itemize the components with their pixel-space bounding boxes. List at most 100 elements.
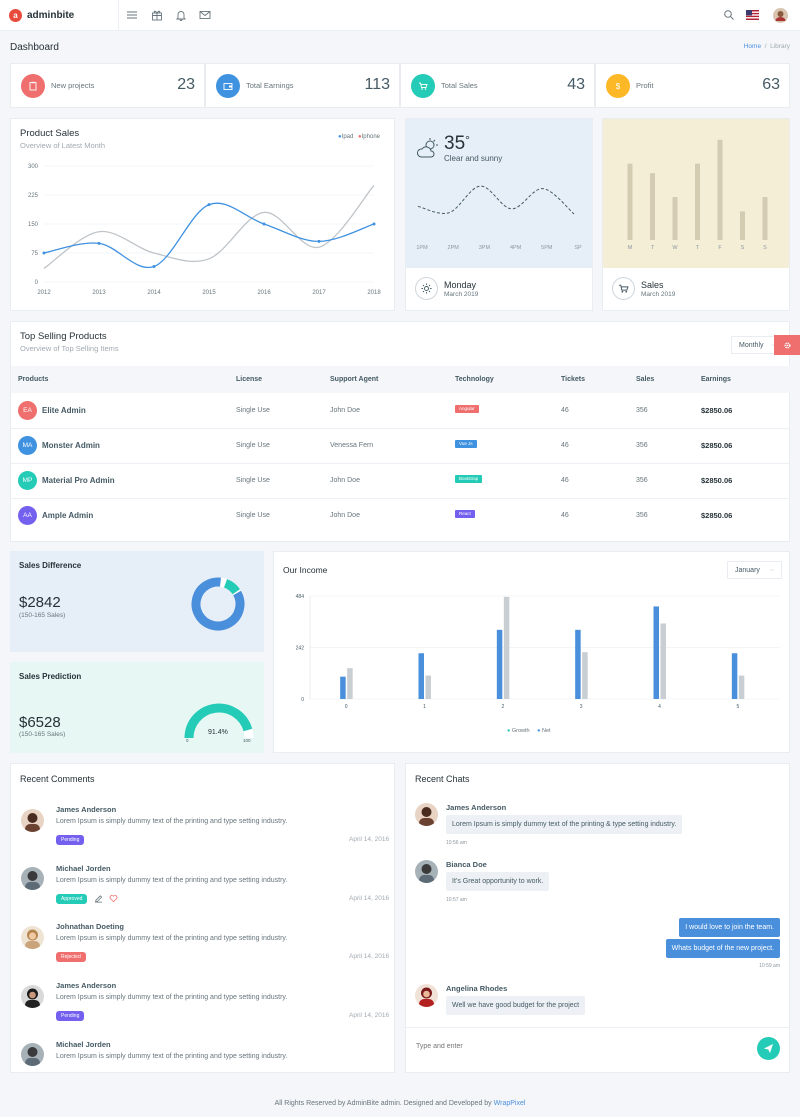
chat-message: Lorem Ipsum is simply dummy text of the … xyxy=(446,815,683,834)
tickets: 46 xyxy=(561,477,569,484)
col-support-agent[interactable]: Support Agent xyxy=(330,376,379,383)
row-divider xyxy=(11,463,790,464)
commenter-name[interactable]: Johnathan Doeting xyxy=(56,922,124,931)
weather-card: 35° Clear and sunny 1PM 2PM 3PM 4PM 5PM SP Mo… xyxy=(405,118,593,311)
x-tick-label: 2012 xyxy=(37,290,51,296)
mail-icon[interactable] xyxy=(199,9,211,21)
product-avatar: AA xyxy=(18,506,37,525)
product-name[interactable]: Material Pro Admin xyxy=(42,476,115,485)
tickets: 46 xyxy=(561,407,569,414)
gauge-max: 100 xyxy=(243,738,251,743)
menu-icon[interactable] xyxy=(126,9,138,21)
commenter-name[interactable]: Michael Jorden xyxy=(56,864,111,873)
us-flag-icon[interactable] xyxy=(746,10,759,20)
support-agent: John Doe xyxy=(330,407,360,414)
stat-label: New projects xyxy=(51,81,95,90)
time-label: 3PM xyxy=(479,245,491,251)
chat-message: Well we have good budget for the project xyxy=(446,996,586,1015)
chat-sender: Angelina Rhodes xyxy=(446,984,508,993)
comment-text: Lorem Ipsum is simply dummy text of the … xyxy=(56,994,288,1001)
commenter-name[interactable]: James Anderson xyxy=(56,981,117,990)
tech-badge: React xyxy=(455,510,475,518)
commenter-avatar xyxy=(21,985,44,1008)
sales-difference-card: Sales Difference $2842 (150-165 Sales) xyxy=(10,551,264,652)
sales-date: March 2019 xyxy=(641,291,676,298)
settings-gear-button[interactable] xyxy=(774,335,800,355)
weather-chart: 1PM 2PM 3PM 4PM 5PM SP xyxy=(416,185,582,251)
col-earnings[interactable]: Earnings xyxy=(701,376,731,383)
status-badge: Pending xyxy=(56,835,85,845)
sales: 356 xyxy=(636,512,648,519)
x-tick-label: 2014 xyxy=(147,290,161,296)
gift-icon[interactable] xyxy=(151,9,163,21)
commenter-avatar xyxy=(21,926,44,949)
data-point xyxy=(372,222,376,226)
search-icon[interactable] xyxy=(723,9,735,21)
weather-date: March 2019 xyxy=(444,291,479,298)
day-label: T xyxy=(651,245,655,251)
comment-text: Lorem Ipsum is simply dummy text of the … xyxy=(56,877,288,884)
col-products[interactable]: Products xyxy=(18,376,49,383)
x-tick-label: 3 xyxy=(580,704,583,710)
sun-icon xyxy=(415,277,438,300)
row-divider xyxy=(11,498,790,499)
bell-icon[interactable] xyxy=(175,9,187,21)
income-bar-net xyxy=(347,668,353,699)
page-title: Dashboard xyxy=(10,42,59,53)
col-technology[interactable]: Technology xyxy=(455,376,494,383)
footer-link[interactable]: WrapPixel xyxy=(493,1100,526,1107)
earnings: $2850.06 xyxy=(701,441,733,450)
sales-title: Sales xyxy=(641,280,664,290)
data-point xyxy=(262,222,266,226)
y-tick-label: 484 xyxy=(296,594,305,600)
sales: 356 xyxy=(636,477,648,484)
sales-difference-value: $2842 xyxy=(19,594,61,611)
brand-name: adminbite xyxy=(27,10,75,21)
card-title: Recent Chats xyxy=(415,774,470,784)
card-title: Product Sales xyxy=(20,128,80,139)
edit-icon[interactable] xyxy=(94,894,103,903)
chat-avatar xyxy=(415,860,438,883)
legend-dot-net: ● xyxy=(537,728,541,734)
temperature-line xyxy=(417,185,575,215)
x-tick-label: 4 xyxy=(658,704,661,710)
license: Single Use xyxy=(236,442,270,449)
y-tick-label: 150 xyxy=(28,222,39,228)
stat-value: 113 xyxy=(364,76,390,93)
y-tick-label: 75 xyxy=(31,251,38,257)
data-point xyxy=(152,265,156,269)
chat-sender: James Anderson xyxy=(446,803,507,812)
earnings: $2850.06 xyxy=(701,476,733,485)
legend-net: Net xyxy=(541,728,551,734)
month-select[interactable]: January ⌵ xyxy=(727,561,782,579)
send-button[interactable] xyxy=(757,1037,780,1060)
product-sales-card: Product Sales Overview of Latest Month ●… xyxy=(10,118,395,311)
breadcrumb-home[interactable]: Home xyxy=(743,43,762,50)
data-point xyxy=(317,239,321,243)
comment-date: April 14, 2016 xyxy=(349,895,390,902)
card-title: Recent Comments xyxy=(20,774,95,784)
sales-bar xyxy=(717,139,723,240)
col-sales[interactable]: Sales xyxy=(636,376,655,383)
income-bar-net xyxy=(503,596,510,699)
gauge-value: 91.4% xyxy=(208,729,228,736)
support-agent: John Doe xyxy=(330,477,360,484)
series-line-iphone xyxy=(43,184,375,270)
user-avatar[interactable] xyxy=(773,8,788,23)
product-name[interactable]: Elite Admin xyxy=(42,406,86,415)
product-name[interactable]: Monster Admin xyxy=(42,441,100,450)
col-license[interactable]: License xyxy=(236,376,263,383)
license: Single Use xyxy=(236,512,270,519)
brand-logo[interactable]: a adminbite xyxy=(0,0,119,31)
heart-icon[interactable] xyxy=(109,894,118,903)
time-label: 5PM xyxy=(541,245,553,251)
legend-dot-growth: ● xyxy=(507,728,511,734)
commenter-name[interactable]: James Anderson xyxy=(56,805,117,814)
col-tickets[interactable]: Tickets xyxy=(561,376,585,383)
earnings: $2850.06 xyxy=(701,511,733,520)
card-title: Sales Difference xyxy=(19,561,82,570)
chat-message-input[interactable] xyxy=(416,1037,736,1055)
day-label: S xyxy=(763,245,767,251)
commenter-name[interactable]: Michael Jorden xyxy=(56,1040,111,1049)
product-name[interactable]: Ample Admin xyxy=(42,511,94,520)
